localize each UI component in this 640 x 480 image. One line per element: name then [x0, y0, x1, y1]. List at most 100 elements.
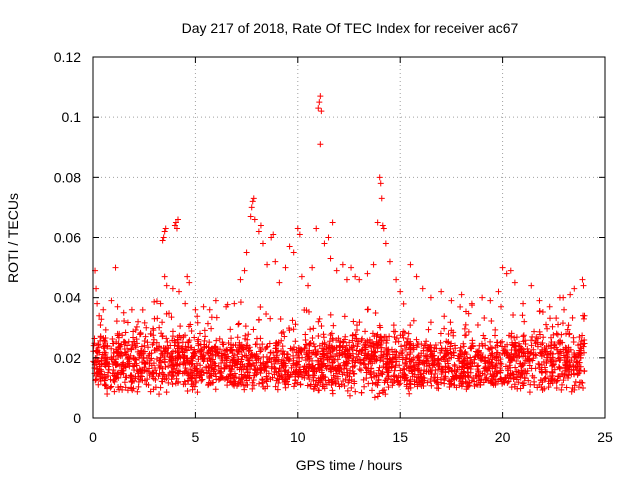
band-point	[399, 347, 406, 354]
band-point	[208, 372, 215, 379]
band-point	[323, 352, 330, 359]
band-point	[121, 379, 128, 386]
y-tick-label: 0.08	[54, 169, 81, 185]
band-point	[235, 379, 242, 386]
band-point	[350, 370, 357, 377]
band-point	[141, 319, 148, 326]
band-point	[520, 338, 527, 345]
band-point	[309, 349, 316, 356]
band-point	[365, 380, 372, 387]
data-point	[290, 249, 297, 256]
band-point	[266, 340, 273, 347]
band-point	[263, 344, 270, 351]
band-point	[212, 343, 219, 350]
band-point	[393, 358, 400, 365]
band-point	[478, 377, 485, 384]
band-point	[548, 363, 555, 370]
band-point	[272, 365, 279, 372]
band-point	[115, 350, 122, 357]
band-point	[121, 318, 128, 325]
band-point	[511, 343, 518, 350]
band-point	[472, 353, 479, 360]
band-point	[175, 378, 182, 385]
band-point	[410, 342, 417, 349]
band-point	[559, 320, 566, 327]
band-point	[340, 378, 347, 385]
band-point	[346, 377, 353, 384]
data-point	[536, 297, 543, 304]
band-point	[403, 346, 410, 353]
band-point	[253, 341, 260, 348]
band-point	[519, 312, 526, 319]
band-point	[554, 373, 561, 380]
band-point	[244, 336, 251, 343]
band-point	[492, 326, 499, 333]
band-point	[210, 359, 217, 366]
band-point	[137, 376, 144, 383]
band-point	[219, 339, 226, 346]
band-point	[384, 352, 391, 359]
band-point	[90, 342, 97, 349]
data-point	[264, 261, 271, 268]
band-point	[106, 366, 113, 373]
band-point	[437, 339, 444, 346]
band-point	[284, 378, 291, 385]
band-point	[134, 340, 141, 347]
band-point	[181, 378, 188, 385]
band-point	[356, 356, 363, 363]
band-point	[164, 344, 171, 351]
band-point	[91, 364, 98, 371]
band-point	[490, 374, 497, 381]
band-point	[252, 355, 259, 362]
band-point	[400, 334, 407, 341]
band-point	[489, 345, 496, 352]
band-point	[344, 387, 351, 394]
chart-title: Day 217 of 2018, Rate Of TEC Index for r…	[182, 20, 519, 36]
data-point	[407, 261, 414, 268]
band-point	[385, 364, 392, 371]
band-point	[350, 354, 357, 361]
band-point	[510, 374, 517, 381]
band-point	[494, 349, 501, 356]
x-tick-label: 15	[392, 429, 408, 445]
band-point	[444, 347, 451, 354]
band-point	[544, 325, 551, 332]
band-point	[364, 306, 371, 313]
band-point	[376, 337, 383, 344]
band-point	[524, 353, 531, 360]
band-point	[536, 308, 543, 315]
band-point	[564, 326, 571, 333]
band-point	[180, 381, 187, 388]
band-point	[367, 368, 374, 375]
band-point	[114, 349, 121, 356]
band-point	[553, 378, 560, 385]
band-point	[442, 348, 449, 355]
data-point	[248, 204, 255, 211]
band-point	[302, 368, 309, 375]
band-point	[329, 390, 336, 397]
data-point	[176, 288, 183, 295]
band-point	[102, 349, 109, 356]
band-point	[173, 362, 180, 369]
band-point	[221, 347, 228, 354]
band-point	[189, 357, 196, 364]
band-point	[384, 337, 391, 344]
data-point	[206, 306, 213, 313]
band-point	[177, 354, 184, 361]
band-point	[141, 348, 148, 355]
band-point	[520, 353, 527, 360]
band-point	[273, 349, 280, 356]
data-point	[397, 288, 404, 295]
band-point	[498, 303, 505, 310]
data-point	[487, 297, 494, 304]
band-point	[468, 363, 475, 370]
band-point	[150, 360, 157, 367]
data-point	[268, 234, 275, 241]
data-point	[567, 291, 574, 298]
band-point	[431, 352, 438, 359]
band-point	[316, 366, 323, 373]
band-point	[125, 360, 132, 367]
band-point	[424, 379, 431, 386]
band-point	[415, 361, 422, 368]
data-point	[243, 249, 250, 256]
